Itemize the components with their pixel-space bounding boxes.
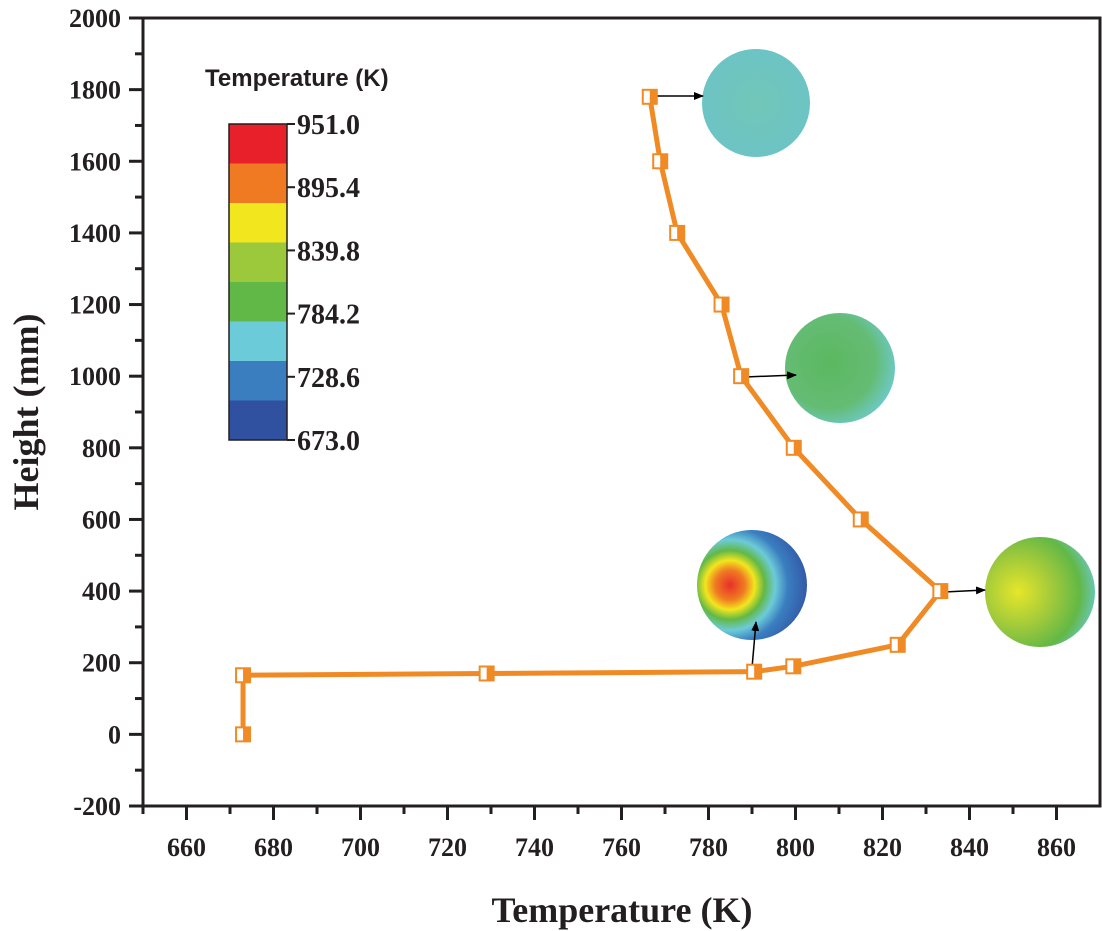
- x-axis-label: Temperature (K): [492, 890, 753, 930]
- x-tick-label: 740: [515, 833, 554, 862]
- inset-sphere-1000: [785, 313, 895, 423]
- colorbar-band: [229, 203, 287, 243]
- data-point: [669, 224, 686, 241]
- x-tick-label: 780: [689, 833, 728, 862]
- axes: 660 680 700 720 740 760 780 800 820 840 860 -200 0 20…: [69, 4, 1102, 862]
- colorbar-band: [229, 124, 287, 164]
- data-point: [785, 658, 802, 675]
- y-tick-label: 800: [82, 434, 121, 463]
- y-tick-label: 1000: [69, 362, 121, 391]
- colorbar-label: 895.4: [297, 173, 360, 204]
- colorbar-band: [229, 242, 287, 283]
- colorbar-title: Temperature (K): [205, 65, 389, 92]
- arrow-400: [943, 586, 986, 595]
- data-point-marker-fill: [721, 297, 729, 312]
- colorbar-label: 951.0: [297, 110, 360, 141]
- data-point-marker-fill: [660, 154, 668, 169]
- data-point-marker-fill: [754, 664, 762, 679]
- x-tick-label: 700: [341, 833, 380, 862]
- data-point-marker-fill: [793, 659, 801, 674]
- x-tick-label: 660: [167, 833, 206, 862]
- x-tick-label: 720: [428, 833, 467, 862]
- data-point-marker-fill: [741, 369, 749, 384]
- data-point-marker-fill: [243, 727, 251, 742]
- y-tick-label: 200: [82, 649, 121, 678]
- x-tick-label: 800: [776, 833, 815, 862]
- colorbar-band: [229, 400, 287, 441]
- data-point-marker-fill: [940, 584, 948, 599]
- series-line: [235, 88, 949, 743]
- data-point: [641, 88, 658, 105]
- y-tick-label: 2000: [69, 4, 121, 33]
- inset-sphere-175: [697, 530, 807, 640]
- data-point: [478, 665, 495, 682]
- data-point: [785, 439, 802, 456]
- data-point: [852, 511, 869, 528]
- y-tick-label: -200: [73, 792, 121, 821]
- data-point-marker-fill: [793, 440, 801, 455]
- y-tick-label: 0: [108, 720, 121, 749]
- x-tick-label: 820: [863, 833, 902, 862]
- y-tick-label: 1400: [69, 219, 121, 248]
- inset-sphere-400: [985, 537, 1095, 647]
- colorbar: Temperature (K) 951.0 895.4 839.8 784.2 728.…: [205, 65, 389, 457]
- inset-sphere-1780: [702, 49, 810, 157]
- data-point-marker-fill: [860, 512, 868, 527]
- colorbar-frame: [228, 123, 288, 441]
- data-point: [746, 663, 763, 680]
- arrow-175: [751, 621, 760, 669]
- data-point: [652, 153, 669, 170]
- x-tick-label: 760: [602, 833, 641, 862]
- colorbar-band: [229, 282, 287, 322]
- data-point-marker-fill: [243, 668, 251, 683]
- colorbar-label: 839.8: [297, 236, 360, 267]
- colorbar-band: [229, 163, 287, 204]
- colorbar-label: 728.6: [297, 363, 360, 394]
- colorbar-band: [229, 321, 287, 362]
- y-tick-label: 1200: [69, 291, 121, 320]
- data-point: [932, 583, 949, 600]
- data-point-marker-fill: [677, 225, 685, 240]
- x-tick-label: 840: [950, 833, 989, 862]
- x-tick-label: 680: [254, 833, 293, 862]
- data-point: [713, 296, 730, 313]
- data-point-marker-fill: [897, 637, 905, 652]
- y-tick-label: 400: [82, 577, 121, 606]
- y-tick-label: 1600: [69, 147, 121, 176]
- data-point-marker-fill: [486, 666, 494, 681]
- colorbar-label: 673.0: [297, 426, 360, 457]
- y-tick-label: 600: [82, 505, 121, 534]
- y-axis-label: Height (mm): [6, 314, 46, 511]
- data-point-marker-fill: [649, 89, 657, 104]
- series-path: [240, 96, 943, 735]
- colorbar-band: [229, 361, 287, 401]
- x-tick-label: 860: [1037, 833, 1076, 862]
- colorbar-label: 784.2: [297, 300, 360, 331]
- data-point: [235, 667, 252, 684]
- data-point: [733, 368, 750, 385]
- data-point: [235, 726, 252, 743]
- insets: [655, 49, 1095, 669]
- data-point: [889, 636, 906, 653]
- arrow-1000: [744, 371, 797, 380]
- y-tick-label: 1800: [69, 76, 121, 105]
